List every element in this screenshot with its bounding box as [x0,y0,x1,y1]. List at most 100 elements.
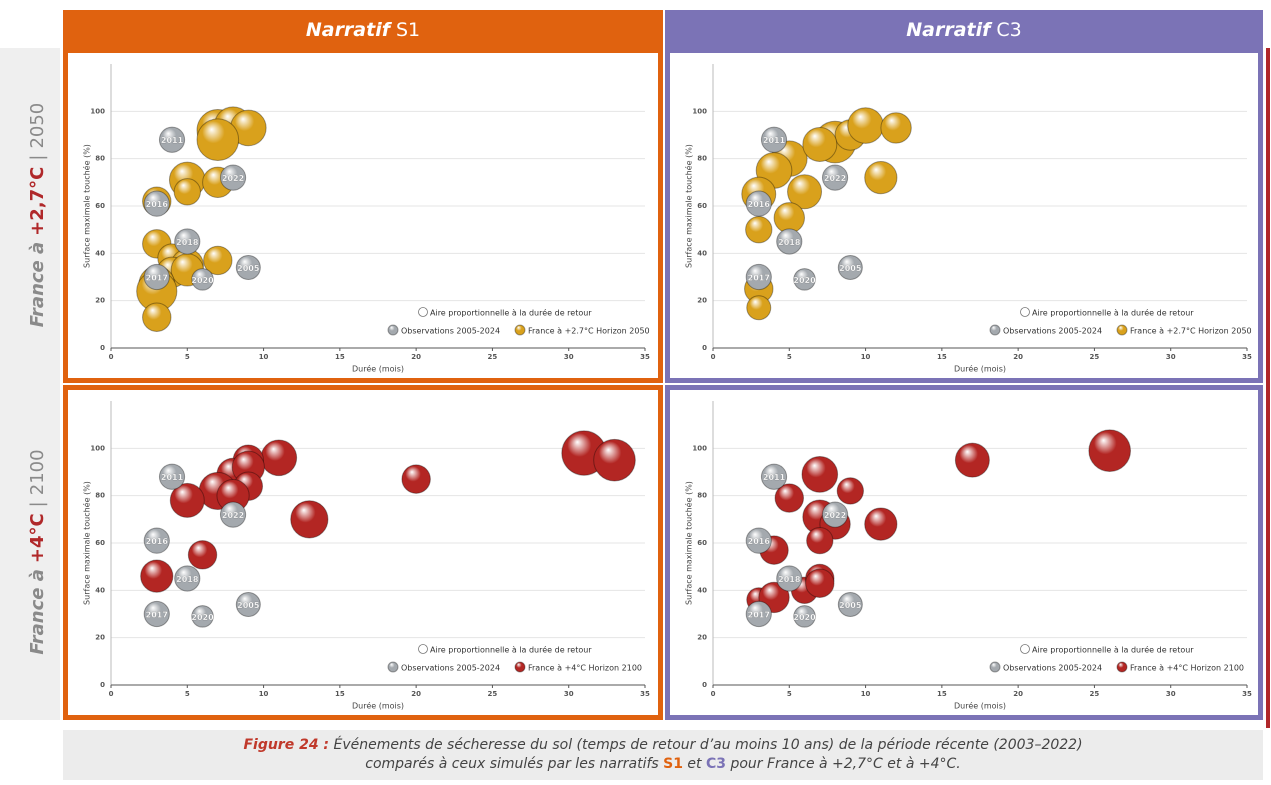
y-tick-label: 40 [697,249,707,257]
panel [68,390,658,715]
row-title: France à +4°C | 2100 [27,449,48,654]
legend-label: Observations 2005-2024 [401,664,500,673]
legend-marker [1116,661,1128,673]
bubble [760,126,788,153]
legend-marker [387,324,399,336]
bubble [806,526,834,555]
bubble-label: 2005 [237,264,260,273]
bubble [745,216,773,244]
x-tick-label: 35 [640,353,650,361]
legend-marker [387,661,399,673]
y-tick-label: 60 [95,539,105,547]
bubble-label: 2005 [839,601,862,610]
y-tick-label: 0 [702,344,707,352]
legend-label: Observations 2005-2024 [1003,327,1102,336]
bubble-label: 2022 [222,511,244,520]
bubble-label: 2016 [748,537,771,546]
x-tick-label: 20 [411,690,421,698]
bubble-label: 2018 [176,575,199,584]
row-temp: +4°C [27,513,48,563]
x-tick-label: 10 [259,353,269,361]
bubble-label: 2018 [176,238,199,247]
x-tick-label: 15 [335,690,345,698]
bubble [864,507,898,541]
x-tick-label: 10 [861,690,871,698]
bubble [793,605,816,628]
bubble [158,126,186,153]
y-tick-label: 80 [697,492,707,500]
column-name: S1 [396,19,420,41]
x-tick-label: 5 [787,353,792,361]
y-axis-label: Surface maximale touchée (%) [82,144,92,268]
bubble [173,178,201,206]
y-tick-label: 40 [697,586,707,594]
bubble [837,255,863,281]
bubble [836,477,864,505]
bubble [746,295,772,321]
bubble [760,463,788,490]
y-axis-label: Surface maximale touchée (%) [684,481,694,605]
bubble [745,600,772,628]
x-tick-label: 5 [787,690,792,698]
y-tick-label: 20 [95,297,105,305]
x-tick-label: 15 [937,353,947,361]
y-tick-label: 100 [90,107,105,115]
bubble [776,228,803,255]
legend-label: France à +4°C Horizon 2100 [1130,664,1244,673]
bubble-label: 2016 [748,200,771,209]
bubble [821,501,849,528]
x-tick-label: 25 [1090,353,1100,361]
legend-size-note: Aire proportionnelle à la durée de retou… [430,645,592,655]
x-tick-label: 0 [711,690,716,698]
bubble [143,600,170,628]
caption-label: Figure 24 : [243,737,330,753]
legend-size-icon [418,644,428,654]
column-header [63,10,663,48]
bubble [219,501,247,528]
y-tick-label: 100 [90,444,105,452]
y-tick-label: 20 [95,634,105,642]
bubble [143,263,170,291]
bubble-label: 2020 [191,613,214,622]
bubble [140,559,174,593]
bubble [745,190,772,217]
bubble-label: 2022 [222,174,244,183]
row-place: France à [27,242,48,327]
bubble [745,527,772,554]
y-tick-label: 20 [697,634,707,642]
bubble-label: 2017 [146,274,168,283]
y-axis-label: Surface maximale touchée (%) [82,481,92,605]
bubble [774,483,805,513]
bubble-label: 2020 [191,276,214,285]
bubble-label: 2018 [778,575,801,584]
bubble [805,568,835,598]
bubble-label: 2011 [161,136,184,145]
bubble-label: 2016 [146,200,169,209]
y-tick-label: 80 [697,155,707,163]
bubble-label: 2017 [748,274,770,283]
bubble-label: 2017 [146,611,168,620]
x-tick-label: 0 [109,690,114,698]
legend-label: France à +4°C Horizon 2100 [528,664,642,673]
column-name: C3 [996,19,1021,41]
caption-c3: C3 [706,756,727,772]
bubble [196,118,240,162]
figure: Narratif S1 Narratif C3 France à+2,7°C|205… [0,10,1270,778]
x-tick-label: 25 [488,353,498,361]
x-tick-label: 35 [1242,690,1252,698]
legend-label: France à +2.7°C Horizon 2050 [1130,327,1252,336]
y-tick-label: 0 [100,681,105,689]
x-tick-label: 0 [109,353,114,361]
row-year: 2050 [27,103,48,149]
bubble [864,160,898,195]
bubble [954,442,990,478]
row-sep: | [27,501,48,507]
legend-label: Observations 2005-2024 [401,327,500,336]
legend-label: Observations 2005-2024 [1003,664,1102,673]
y-tick-label: 100 [692,444,707,452]
bubble [235,255,261,281]
bubble-label: 2005 [839,264,862,273]
x-axis-label: Durée (mois) [352,701,404,711]
bubble [142,302,172,332]
legend-size-note: Aire proportionnelle à la durée de retou… [430,308,592,318]
